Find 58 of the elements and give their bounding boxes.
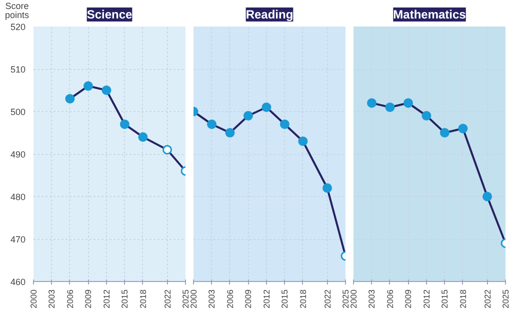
y-tick-label: 490: [10, 150, 26, 160]
point: [482, 192, 492, 202]
point: [65, 94, 75, 104]
y-tick-label: 520: [10, 22, 26, 32]
x-tick-label: 2018: [298, 289, 308, 308]
x-tick-label: 2022: [162, 289, 172, 308]
y-tick-label: 460: [10, 277, 26, 287]
x-tick-label: 2009: [403, 289, 414, 308]
x-tick-label: 2003: [206, 289, 217, 308]
x-tick-label: 2000: [348, 289, 358, 308]
x-tick-label: 2006: [384, 289, 395, 308]
point: [120, 120, 130, 129]
x-tick-label: 2018: [138, 289, 148, 308]
chart-title: Mathematics: [393, 8, 466, 22]
x-tick-label: 2025: [500, 289, 509, 308]
x-tick-label: 2022: [322, 289, 332, 308]
point: [403, 98, 413, 108]
point: [206, 120, 216, 129]
point: [83, 81, 93, 91]
x-tick-label: 2012: [101, 289, 112, 308]
point: [322, 183, 332, 193]
x-tick-label: 2012: [261, 289, 272, 308]
x-tick-label: 2003: [46, 289, 57, 308]
point: [458, 124, 468, 134]
y-tick-label: 480: [10, 192, 26, 202]
y-tick-label: 510: [10, 64, 26, 74]
point: [280, 120, 290, 129]
x-tick-label: 2006: [64, 289, 75, 308]
x-tick-label: 2012: [421, 289, 432, 308]
x-tick-label: 2015: [280, 289, 290, 308]
x-tick-label: 2000: [188, 289, 198, 308]
point: [262, 102, 272, 112]
chart-title: Reading: [246, 8, 294, 22]
x-tick-label: 2025: [180, 289, 190, 308]
x-tick-label: 2018: [458, 289, 468, 308]
chart-title: Science: [86, 8, 133, 22]
point: [366, 98, 376, 108]
point: [298, 136, 308, 146]
point: [225, 128, 235, 138]
x-tick-label: 2009: [83, 289, 94, 308]
x-tick-label: 2000: [28, 289, 38, 308]
x-tick-label: 2009: [243, 289, 254, 308]
x-tick-label: 2015: [120, 289, 130, 308]
point: [422, 111, 432, 120]
point: [243, 111, 253, 120]
x-tick-label: 2006: [224, 289, 235, 308]
point: [440, 128, 450, 138]
point: [385, 102, 395, 112]
x-tick-label: 2025: [340, 289, 350, 308]
y-tick-label: 500: [10, 107, 26, 117]
x-tick-label: 2022: [482, 289, 492, 308]
x-tick-label: 2015: [440, 289, 450, 308]
x-tick-label: 2003: [366, 289, 377, 308]
y-tick-label: 470: [10, 234, 26, 244]
point: [102, 86, 112, 95]
y-axis-title: Score points: [4, 1, 30, 21]
point: [138, 132, 148, 142]
point: [162, 145, 172, 154]
